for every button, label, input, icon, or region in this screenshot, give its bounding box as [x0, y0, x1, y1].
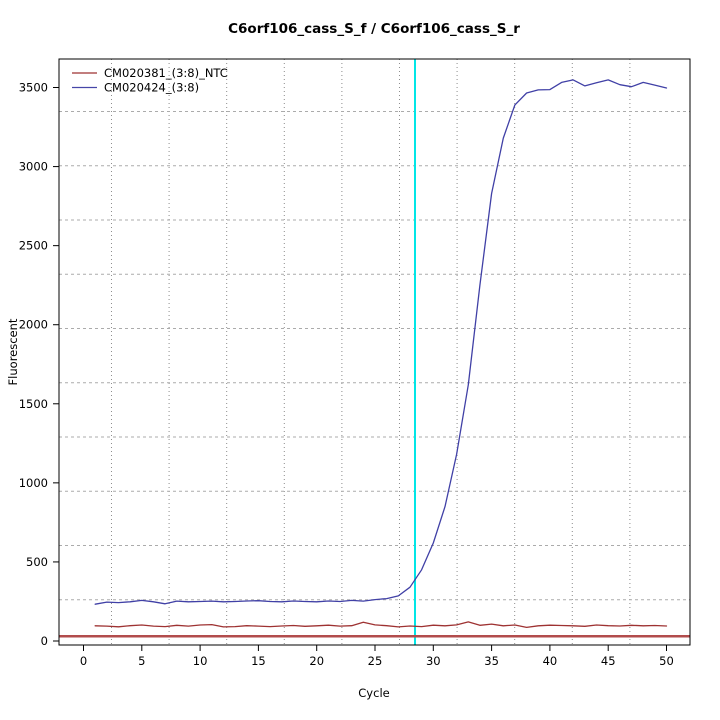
x-axis-tick-label: 45 — [601, 654, 616, 668]
x-axis-tick-label: 40 — [543, 654, 558, 668]
series-line-cm020381-3-8-ntc — [94, 621, 668, 629]
x-axis-tick-label: 30 — [426, 654, 441, 668]
x-axis-tick-label: 15 — [251, 654, 266, 668]
y-axis-tick-label: 1000 — [19, 476, 48, 490]
x-axis-tick-label: 50 — [659, 654, 674, 668]
y-axis-tick-label: 500 — [26, 555, 48, 569]
legend-item-label: CM020424_(3:8) — [104, 81, 199, 95]
y-axis-tick-label: 3000 — [19, 160, 48, 174]
x-axis-tick-label: 0 — [80, 654, 87, 668]
chart-title: C6orf106_cass_S_f / C6orf106_cass_S_r — [228, 21, 520, 37]
marker-lines — [59, 59, 690, 645]
y-axis-label: Fluorescent — [6, 318, 20, 385]
x-axis-label: Cycle — [358, 686, 389, 700]
x-axis-tick-label: 20 — [309, 654, 324, 668]
data-series — [94, 79, 668, 629]
legend-item-label: CM020381_(3:8)_NTC — [104, 66, 228, 80]
y-axis-tick-label: 1500 — [19, 397, 48, 411]
x-axis-tick-label: 5 — [138, 654, 145, 668]
y-axis-tick-label: 0 — [41, 634, 48, 648]
gridlines — [59, 59, 690, 645]
series-line-cm020424-3-8- — [94, 79, 668, 605]
plot-border — [58, 58, 691, 646]
y-axis-tick-label: 2000 — [19, 318, 48, 332]
x-axis-tick-label: 10 — [193, 654, 208, 668]
y-axis-tick-label: 2500 — [19, 239, 48, 253]
x-axis-tick-label: 35 — [484, 654, 499, 668]
x-axis-tick-label: 25 — [368, 654, 383, 668]
axes: 0 5 10 15 20 25 30 35 40 45 5005001000150020002500… — [19, 58, 691, 668]
y-axis-tick-label: 3500 — [19, 81, 48, 95]
